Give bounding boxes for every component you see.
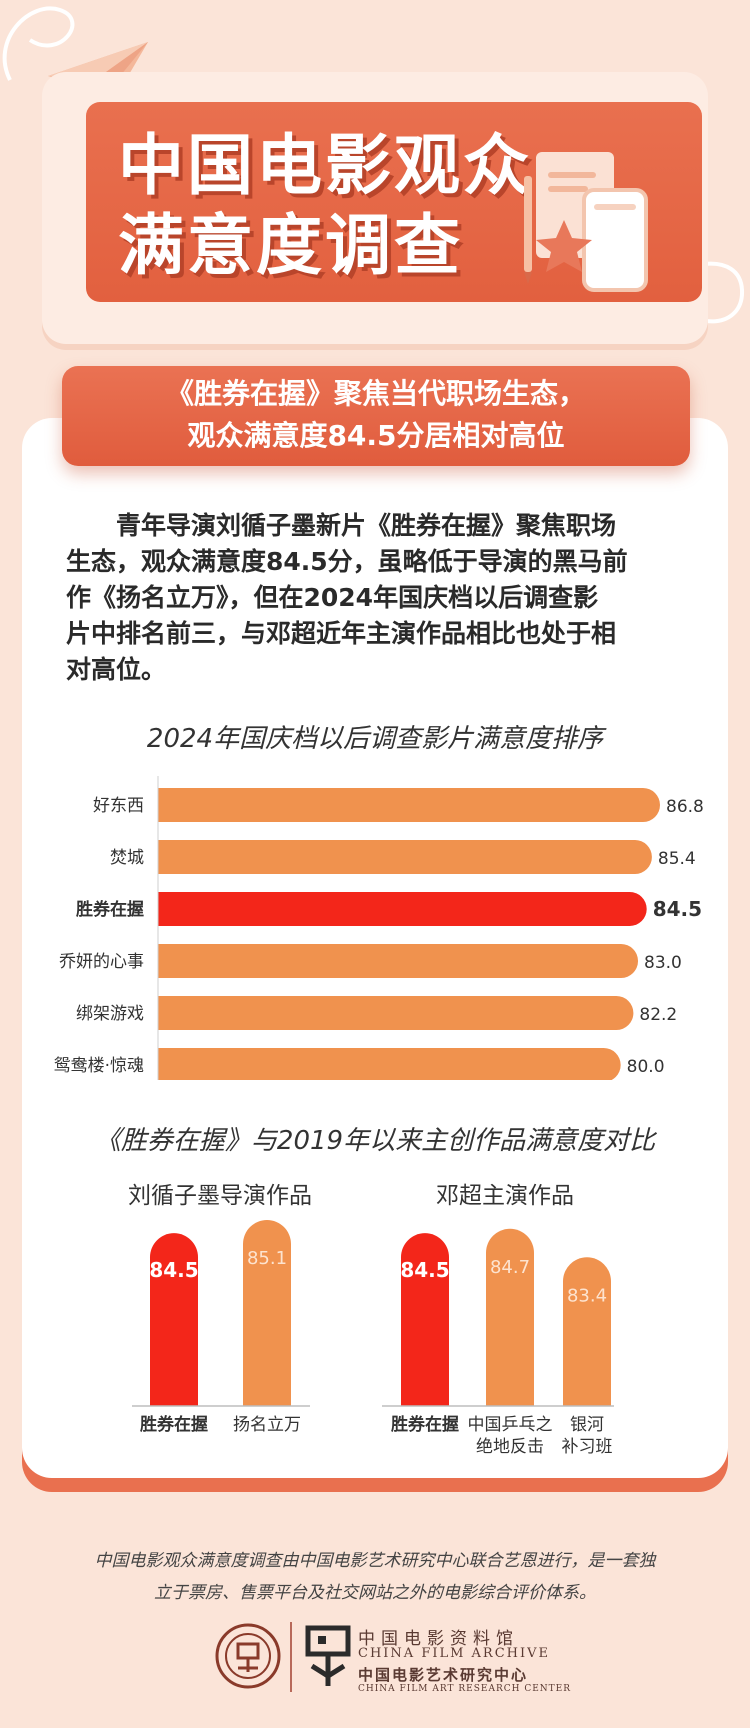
category-label-1: 焚城 — [110, 848, 144, 868]
category-label-3: 乔妍的心事 — [59, 952, 144, 972]
column-label-1-1: 绝地反击 — [476, 1437, 544, 1457]
category-label-5: 鸳鸯楼·惊魂 — [54, 1056, 144, 1076]
bar-5 — [158, 1048, 621, 1080]
column-label-1-2: 银河 — [570, 1415, 604, 1435]
bar-3 — [158, 944, 639, 978]
film-archive-logo-icon — [305, 1625, 351, 1686]
paragraph-line: 生态，观众满意度84.5分，虽略低于导演的黑马前 — [66, 547, 628, 576]
decorative-swirl-icon — [2, 6, 75, 81]
column-label-1-0: 胜券在握 — [391, 1414, 459, 1435]
column-value-1-2: 83.4 — [567, 1285, 607, 1306]
bar-4 — [158, 996, 634, 1030]
group-label-director: 刘循子墨导演作品 — [128, 1183, 312, 1209]
value-label-1: 85.4 — [658, 849, 696, 869]
bar-base-2 — [158, 892, 192, 926]
subtitle-line-1: 《胜券在握》聚焦当代职场生态， — [165, 377, 586, 410]
bar-base-3 — [158, 944, 192, 978]
column-value-1-1: 84.7 — [490, 1257, 530, 1278]
bar-base-0 — [158, 788, 192, 822]
column-value-0-0: 84.5 — [149, 1258, 198, 1282]
chart-title-ranking: 2024年国庆档以后调查影片满意度排序 — [146, 724, 604, 754]
bar-1 — [158, 840, 652, 874]
category-label-2: 胜券在握 — [76, 899, 144, 920]
org-name-research-cn: 中国电影艺术研究中心 — [358, 1666, 529, 1684]
ranking-bar-chart: 好东西 86.8 焚城 85.4 胜券在握 84.5 乔妍的心事 83.0 绑架游戏 82.2 鸳鸯… — [54, 776, 704, 1080]
main-title-line-1: 中国电影观众 — [118, 127, 532, 204]
group-label-actor: 邓超主演作品 — [436, 1183, 574, 1209]
value-label-2: 84.5 — [653, 897, 702, 921]
paragraph-line: 片中排名前三，与邓超近年主演作品相比也处于相 — [66, 619, 617, 648]
org-name-archive-cn: 中国电影资料馆 — [358, 1629, 519, 1649]
value-label-4: 82.2 — [639, 1005, 677, 1025]
column-value-0-1: 85.1 — [247, 1248, 287, 1269]
logo-divider — [290, 1622, 292, 1692]
paragraph-line: 对高位。 — [66, 655, 167, 684]
column-label-1-1: 中国乒乓之 — [468, 1415, 553, 1435]
column-0-1 — [243, 1220, 291, 1406]
value-label-5: 80.0 — [627, 1057, 665, 1077]
column-1-0 — [401, 1233, 449, 1406]
main-title-line-2: 满意度调查 — [118, 207, 463, 284]
footer-note-line-2: 立于票房、售票平台及社交网站之外的电影综合评价体系。 — [154, 1583, 596, 1603]
subtitle-line-2: 观众满意度84.5分居相对高位 — [187, 419, 565, 452]
column-1-2 — [563, 1257, 611, 1406]
column-1-1 — [486, 1228, 534, 1406]
bar-base-1 — [158, 840, 192, 874]
paragraph-line: 青年导演刘循子墨新片《胜券在握》聚焦职场 — [66, 511, 617, 540]
chart-title-comparison: 《胜券在握》与2019年以来主创作品满意度对比 — [94, 1126, 656, 1156]
seal-logo-icon — [215, 1623, 281, 1689]
column-label-0-0: 胜券在握 — [140, 1414, 208, 1435]
paragraph-line: 作《扬名立万》，但在2024年国庆档以后调查影 — [66, 583, 599, 612]
column-0-0 — [150, 1233, 198, 1406]
category-label-4: 绑架游戏 — [76, 1004, 144, 1024]
bar-base-5 — [158, 1048, 192, 1080]
subtitle-banner — [62, 366, 690, 466]
column-label-0-1: 扬名立万 — [233, 1415, 301, 1435]
bar-2 — [158, 892, 647, 926]
value-label-0: 86.8 — [666, 797, 704, 817]
column-label-1-2: 补习班 — [562, 1437, 613, 1457]
org-name-archive-en: CHINA FILM ARCHIVE — [358, 1646, 551, 1661]
bar-0 — [158, 788, 660, 822]
category-label-0: 好东西 — [93, 796, 144, 816]
org-name-research-en: CHINA FILM ART RESEARCH CENTER — [358, 1684, 571, 1694]
value-label-3: 83.0 — [644, 953, 682, 973]
document-phone-icon — [524, 152, 648, 292]
bar-base-4 — [158, 996, 192, 1030]
footer-note-line-1: 中国电影观众满意度调查由中国电影艺术研究中心联合艺恩进行，是一套独 — [94, 1551, 656, 1571]
column-value-1-0: 84.5 — [400, 1258, 449, 1282]
